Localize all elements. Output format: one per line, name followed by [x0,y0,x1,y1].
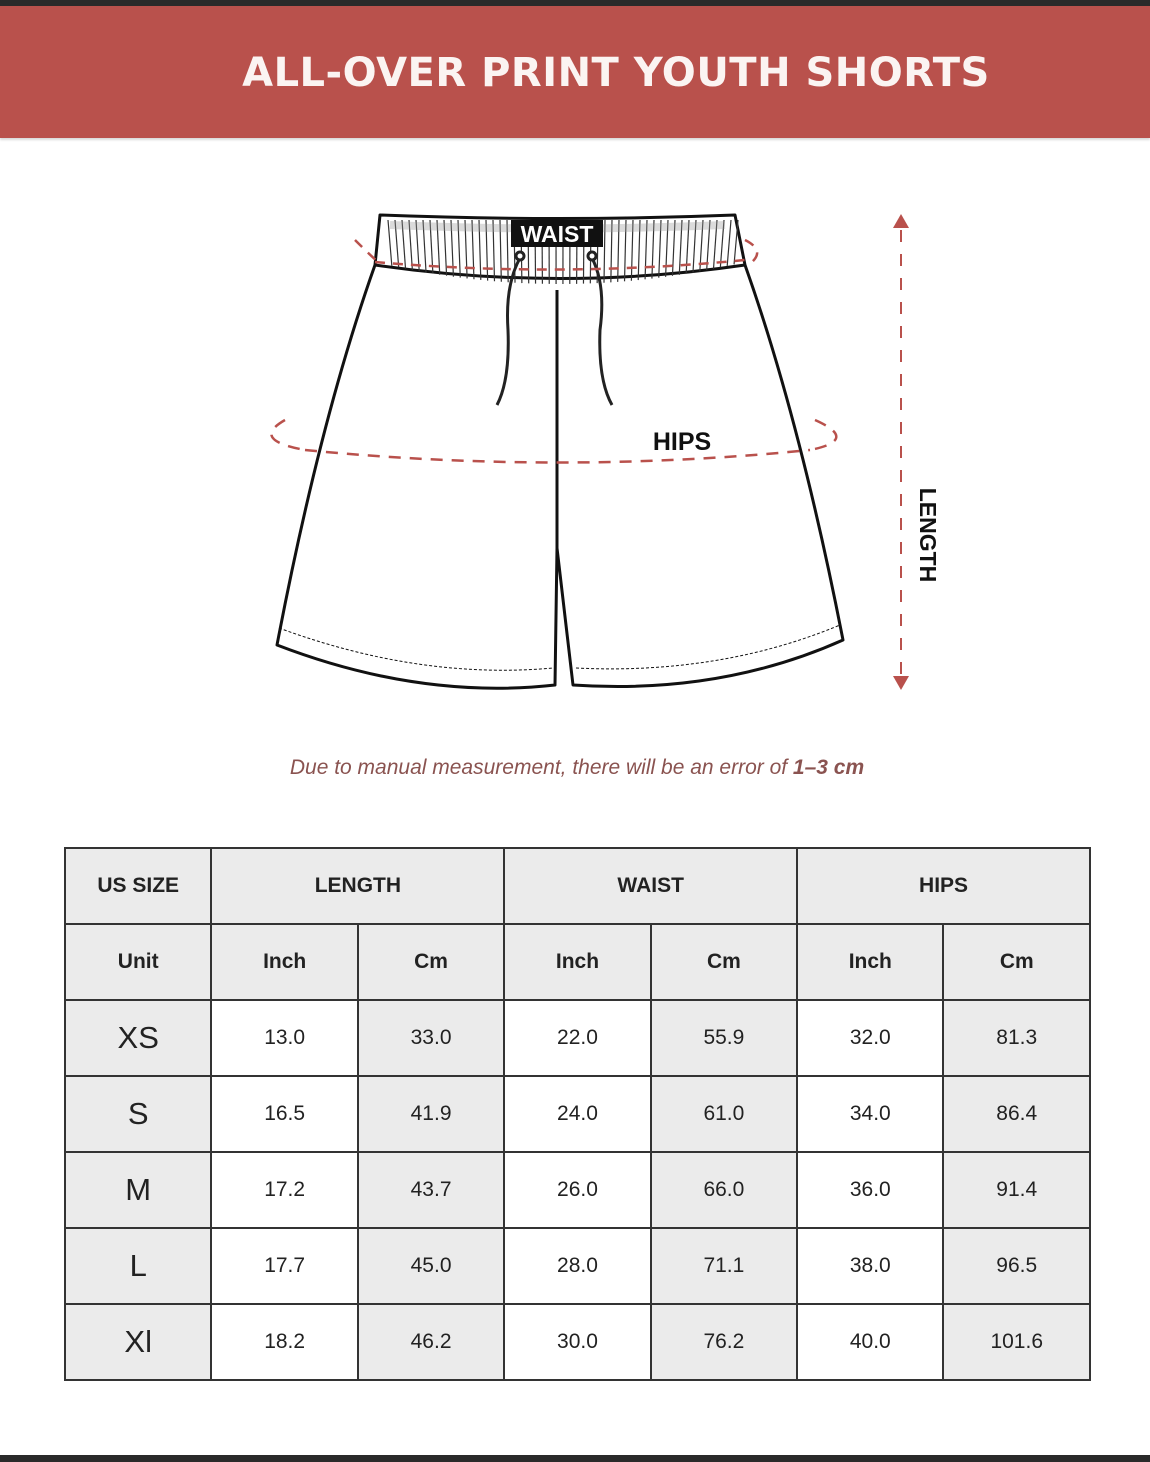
top-border [0,0,1150,6]
value-cell: 16.5 [210,1075,359,1153]
waist-measure-line [354,238,759,271]
hips-label: HIPS [653,428,711,456]
bottom-border [0,1455,1150,1462]
value-cell: 81.3 [942,999,1091,1077]
note-emphasis: 1–3 cm [792,756,865,779]
table-row: L 17.7 45.0 28.0 71.1 38.0 96.5 [63,1227,1091,1305]
size-cell: M [63,1151,213,1229]
value-cell: 40.0 [796,1303,945,1381]
title-banner: ALL-OVER PRINT YOUTH SHORTS [0,6,1150,138]
value-cell: 38.0 [796,1227,945,1305]
value-cell: 71.1 [649,1227,799,1305]
header-hips: HIPS [796,847,1091,925]
unit-cell: Inch [210,923,359,1001]
value-cell: 55.9 [649,999,799,1077]
size-cell: XS [63,999,213,1077]
size-cell: L [63,1227,213,1305]
value-cell: 17.7 [210,1227,359,1305]
waist-label: WAIST [521,221,594,247]
shorts-diagram: WAIST HIPS LENGTH [270,213,946,690]
length-measure-arrow [893,214,909,690]
value-cell: 33.0 [356,999,506,1077]
value-cell: 13.0 [210,999,359,1077]
value-cell: 28.0 [503,1227,652,1305]
unit-row: Unit Inch Cm Inch Cm Inch Cm [63,923,1091,1001]
unit-cell: Cm [942,923,1091,1001]
table-header-row: US SIZE LENGTH WAIST HIPS [63,847,1091,925]
value-cell: 41.9 [356,1075,506,1153]
value-cell: 18.2 [210,1303,359,1381]
value-cell: 76.2 [649,1303,799,1381]
value-cell: 66.0 [649,1151,799,1229]
value-cell: 46.2 [356,1303,506,1381]
unit-cell: Cm [649,923,799,1001]
header-length: LENGTH [210,847,506,925]
table-row: M 17.2 43.7 26.0 66.0 36.0 91.4 [63,1151,1091,1229]
value-cell: 91.4 [942,1151,1091,1229]
hips-measure-line [270,418,838,464]
drawstrings [495,250,614,406]
value-cell: 45.0 [356,1227,506,1305]
measurement-note: Due to manual measurement, there will be… [0,756,1150,780]
page-title: ALL-OVER PRINT YOUTH SHORTS [242,50,990,96]
value-cell: 61.0 [649,1075,799,1153]
value-cell: 36.0 [796,1151,945,1229]
header-us-size: US SIZE [63,847,213,925]
table-row: XS 13.0 33.0 22.0 55.9 32.0 81.3 [63,999,1091,1077]
size-cell: Xl [63,1303,213,1381]
shorts-outline [275,213,845,690]
value-cell: 43.7 [356,1151,506,1229]
value-cell: 26.0 [503,1151,652,1229]
unit-cell: Inch [503,923,652,1001]
value-cell: 30.0 [503,1303,652,1381]
unit-label: Unit [63,923,213,1001]
size-table: US SIZE LENGTH WAIST HIPS Unit Inch Cm I… [63,847,1091,1381]
value-cell: 101.6 [942,1303,1091,1381]
note-text: Due to manual measurement, there will be… [289,756,793,779]
table-row: S 16.5 41.9 24.0 61.0 34.0 86.4 [63,1075,1091,1153]
waist-label-box [511,220,603,247]
value-cell: 32.0 [796,999,945,1077]
value-cell: 96.5 [942,1227,1091,1305]
value-cell: 24.0 [503,1075,652,1153]
value-cell: 34.0 [796,1075,945,1153]
value-cell: 86.4 [942,1075,1091,1153]
table-row: Xl 18.2 46.2 30.0 76.2 40.0 101.6 [63,1303,1091,1381]
header-waist: WAIST [503,847,799,925]
unit-cell: Cm [356,923,506,1001]
value-cell: 17.2 [210,1151,359,1229]
length-label: LENGTH [915,488,941,583]
value-cell: 22.0 [503,999,652,1077]
size-cell: S [63,1075,213,1153]
unit-cell: Inch [796,923,945,1001]
